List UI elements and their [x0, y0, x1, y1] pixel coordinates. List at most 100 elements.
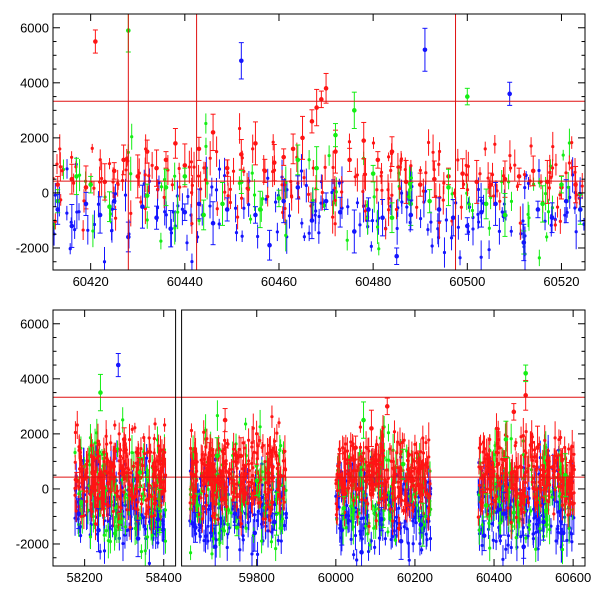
- data-point: [125, 508, 128, 511]
- data-point: [240, 522, 243, 525]
- data-point: [285, 513, 288, 516]
- data-point: [323, 204, 326, 207]
- data-point: [375, 188, 378, 191]
- data-point: [479, 210, 484, 215]
- data-point: [521, 240, 526, 245]
- data-point: [160, 469, 163, 472]
- data-point: [573, 182, 578, 187]
- data-point: [495, 540, 498, 543]
- data-point: [126, 466, 129, 469]
- data-point: [424, 171, 427, 174]
- data-point: [267, 444, 270, 447]
- data-point: [581, 184, 584, 187]
- data-point: [218, 167, 221, 170]
- data-point: [259, 425, 262, 428]
- data-point: [333, 186, 336, 189]
- data-point: [102, 514, 105, 517]
- data-point: [359, 426, 362, 429]
- data-point: [398, 187, 401, 190]
- data-point: [55, 207, 60, 212]
- data-point: [568, 161, 571, 164]
- data-point: [229, 201, 232, 204]
- data-point: [202, 479, 205, 482]
- data-point: [274, 547, 277, 550]
- data-point: [324, 199, 329, 204]
- data-point: [215, 188, 218, 191]
- data-point: [457, 226, 460, 229]
- data-point: [487, 248, 490, 251]
- data-point: [362, 468, 365, 471]
- data-point: [73, 451, 76, 454]
- data-point: [225, 166, 230, 171]
- data-point: [372, 470, 375, 473]
- data-point: [324, 86, 329, 91]
- data-point: [244, 422, 247, 425]
- data-point: [263, 169, 268, 174]
- data-point: [227, 194, 230, 197]
- data-point: [129, 471, 132, 474]
- data-point: [345, 526, 348, 529]
- data-point: [140, 550, 143, 553]
- data-point: [565, 539, 568, 542]
- data-point: [119, 448, 122, 451]
- data-point: [250, 445, 253, 448]
- data-point: [114, 529, 117, 532]
- data-point: [197, 174, 200, 177]
- data-point: [139, 517, 142, 520]
- data-point: [427, 141, 430, 144]
- data-point: [114, 217, 117, 220]
- data-point: [370, 245, 373, 248]
- data-point: [126, 159, 129, 162]
- data-point: [238, 448, 241, 451]
- data-point: [415, 206, 418, 209]
- data-point: [240, 197, 243, 200]
- data-point: [498, 507, 501, 510]
- data-point: [283, 450, 286, 453]
- data-point: [428, 482, 431, 485]
- data-point: [477, 188, 480, 191]
- data-point: [88, 182, 93, 187]
- data-point: [431, 151, 434, 154]
- data-point: [232, 479, 235, 482]
- data-point: [300, 136, 305, 141]
- data-point: [415, 504, 418, 507]
- data-point: [393, 430, 396, 433]
- data-point: [384, 537, 387, 540]
- data-point: [492, 539, 495, 542]
- data-point: [276, 230, 279, 233]
- data-point: [225, 207, 230, 212]
- data-point: [74, 174, 79, 179]
- data-point: [343, 481, 346, 484]
- data-point: [400, 200, 403, 203]
- data-point: [244, 465, 247, 468]
- data-point: [198, 526, 201, 529]
- data-point: [61, 169, 64, 172]
- data-point: [391, 467, 394, 470]
- data-point: [103, 549, 106, 552]
- data-point: [253, 193, 256, 196]
- data-point: [305, 184, 308, 187]
- data-point: [346, 239, 349, 242]
- data-point: [266, 177, 269, 180]
- data-point: [551, 166, 554, 169]
- data-point: [424, 441, 427, 444]
- x-tick-label: 60460: [261, 274, 297, 289]
- data-point: [366, 447, 369, 450]
- data-point: [391, 519, 394, 522]
- data-point: [121, 418, 124, 421]
- data-point: [387, 491, 390, 494]
- data-point: [413, 443, 416, 446]
- data-point: [211, 221, 216, 226]
- data-point: [164, 185, 169, 190]
- data-point: [190, 222, 193, 225]
- data-point: [103, 460, 106, 463]
- data-point: [415, 521, 418, 524]
- data-point: [134, 462, 137, 465]
- data-point: [358, 463, 361, 466]
- data-point: [516, 185, 519, 188]
- data-point: [151, 164, 154, 167]
- data-cloud: [73, 400, 575, 577]
- data-point: [368, 543, 371, 546]
- data-point: [359, 446, 362, 449]
- data-point: [128, 438, 131, 441]
